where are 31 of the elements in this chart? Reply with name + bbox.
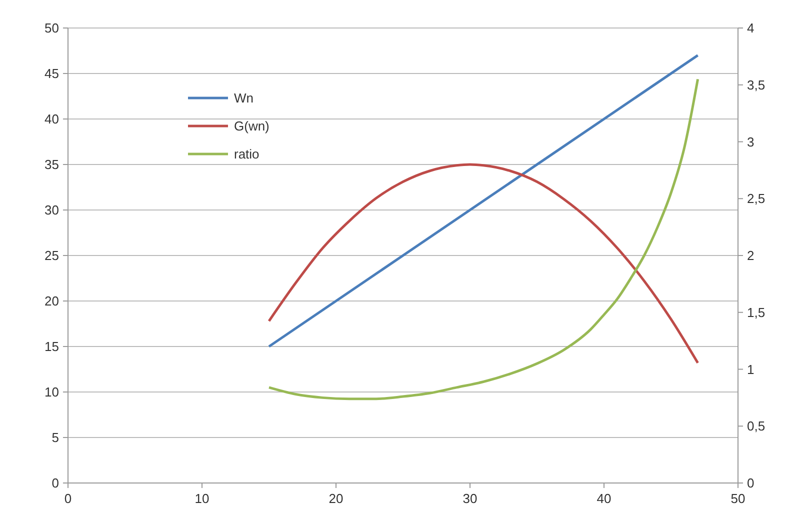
- y-tick-label: 50: [44, 20, 59, 36]
- y2-tick-label: 3: [747, 134, 754, 150]
- y-tick-label: 10: [44, 384, 59, 400]
- y-tick-label: 40: [44, 112, 59, 127]
- legend-label: Wn: [234, 90, 254, 106]
- y2-tick-label: 1,5: [747, 304, 766, 320]
- x-tick-label: 0: [64, 491, 72, 506]
- y2-tick-label: 1: [747, 362, 754, 377]
- y-tick-label: 45: [44, 66, 59, 82]
- y-tick-label: 35: [44, 157, 59, 172]
- y-tick-label: 20: [44, 294, 59, 309]
- y2-tick-label: 2,5: [747, 191, 766, 206]
- y-tick-label: 15: [44, 339, 59, 354]
- y-tick-label: 5: [52, 430, 59, 446]
- y-tick-label: 30: [44, 202, 59, 218]
- y2-tick-label: 3,5: [747, 77, 766, 92]
- y-tick-label: 0: [52, 476, 59, 491]
- legend-label: ratio: [234, 146, 260, 162]
- x-tick-label: 40: [596, 491, 612, 506]
- legend-label: G(wn): [234, 118, 270, 134]
- y-tick-label: 25: [44, 248, 59, 264]
- x-tick-label: 20: [328, 491, 344, 506]
- y2-tick-label: 4: [747, 20, 754, 36]
- y2-tick-label: 2: [747, 248, 754, 264]
- y2-tick-label: 0: [747, 476, 754, 491]
- x-tick-label: 50: [730, 491, 746, 506]
- line-series: [268, 163, 700, 364]
- x-tick-label: 30: [462, 491, 478, 506]
- x-tick-label: 10: [194, 491, 210, 506]
- line-series: [268, 78, 700, 400]
- y2-tick-label: 0,5: [747, 418, 766, 434]
